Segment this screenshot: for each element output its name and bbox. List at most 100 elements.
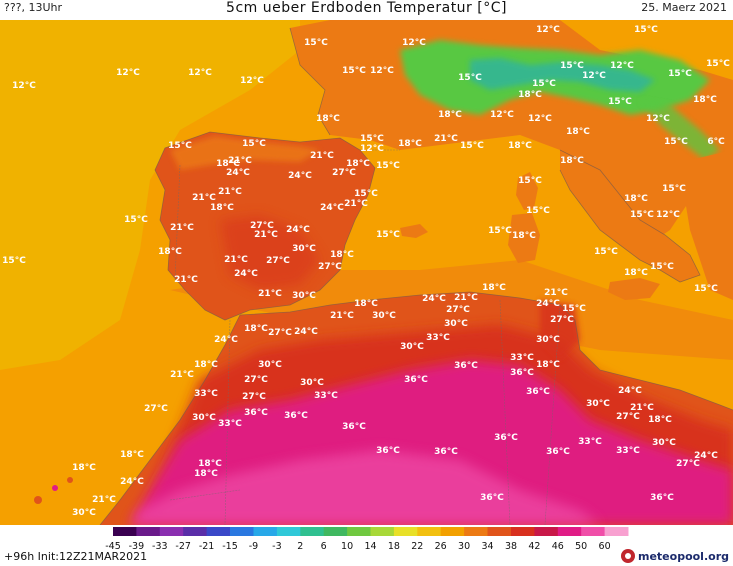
- temperature-label: 15°C: [526, 206, 550, 216]
- temperature-label: 30°C: [652, 438, 676, 448]
- legend-tick-label: -45: [105, 541, 121, 551]
- legend-swatch: [511, 527, 535, 536]
- legend-swatch: [136, 527, 161, 536]
- temperature-label: 15°C: [2, 256, 26, 266]
- temperature-label: 21°C: [344, 199, 368, 209]
- temperature-label: 27°C: [244, 375, 268, 385]
- temperature-label: 33°C: [578, 437, 602, 447]
- temperature-label: 18°C: [512, 231, 536, 241]
- temperature-label: 18°C: [438, 110, 462, 120]
- legend-swatch: [393, 527, 418, 536]
- temperature-label: 30°C: [372, 311, 396, 321]
- temperature-label: 18°C: [648, 415, 672, 425]
- legend-swatch: [487, 527, 512, 536]
- legend-swatch: [417, 527, 442, 536]
- temperature-label: 18°C: [198, 459, 222, 469]
- temperature-label: 21°C: [258, 289, 282, 299]
- temperature-label: 36°C: [650, 493, 674, 503]
- temperature-label: 30°C: [72, 508, 96, 518]
- temperature-label: 36°C: [404, 375, 428, 385]
- temperature-label: 27°C: [550, 315, 574, 325]
- legend-tick-label: 26: [435, 541, 447, 551]
- temperature-label: 36°C: [526, 387, 550, 397]
- canary-island-3: [67, 477, 73, 483]
- temperature-label: 24°C: [288, 171, 312, 181]
- temperature-label: 30°C: [444, 319, 468, 329]
- borders: [169, 149, 561, 525]
- temperature-label: 36°C: [284, 411, 308, 421]
- land-balkans: [685, 150, 733, 300]
- brand-link[interactable]: meteopool.org: [621, 549, 729, 563]
- atlantic-cool-zone: [0, 20, 300, 370]
- legend-tick-label: 34: [481, 541, 493, 551]
- temperature-label: 36°C: [480, 493, 504, 503]
- temperature-label: 18°C: [194, 360, 218, 370]
- land-sardinia: [508, 213, 540, 263]
- temperature-label: 30°C: [400, 342, 424, 352]
- temperature-label: 36°C: [510, 368, 534, 378]
- legend-tick-label: -27: [175, 541, 191, 551]
- color-legend: -45 -39 -33 -27 -21 -15 -9 -3 2 6 10 14 18 22 26 30 34 38…: [0, 525, 733, 566]
- temperature-label: 15°C: [562, 304, 586, 314]
- temperature-label: 18°C: [482, 283, 506, 293]
- temperature-label: 18°C: [354, 299, 378, 309]
- temperature-label: 24°C: [214, 335, 238, 345]
- land-sicily: [608, 278, 660, 300]
- legend-swatch: [183, 527, 208, 536]
- legend-swatch: [534, 527, 559, 536]
- legend-tick-label: 14: [364, 541, 376, 551]
- legend-swatch: [323, 527, 348, 536]
- meteopool-logo-icon: [621, 549, 635, 563]
- temperature-label: 12°C: [12, 81, 36, 91]
- temperature-label: 36°C: [494, 433, 518, 443]
- temperature-label: 18°C: [244, 324, 268, 334]
- temperature-label: 21°C: [174, 275, 198, 285]
- sahara-peak-zone: [130, 450, 600, 525]
- model-run-info: +96h Init:12Z21MAR2021: [4, 550, 148, 563]
- legend-tick-label: 42: [528, 541, 540, 551]
- forecast-time-label: ???, 13Uhr: [4, 1, 63, 14]
- temperature-label: 24°C: [294, 327, 318, 337]
- temperature-label: 15°C: [532, 79, 556, 89]
- temperature-label: 21°C: [192, 193, 216, 203]
- temperature-label: 21°C: [170, 370, 194, 380]
- temperature-label: 15°C: [242, 139, 266, 149]
- temperature-label: 18°C: [346, 159, 370, 169]
- land-balearic: [400, 224, 428, 238]
- temperature-label: 18°C: [210, 203, 234, 213]
- temperature-label: 36°C: [546, 447, 570, 457]
- legend-tick-label: 6: [321, 541, 327, 551]
- temperature-label: 21°C: [630, 403, 654, 413]
- legend-swatch: [159, 527, 184, 536]
- temperature-label: 33°C: [616, 446, 640, 456]
- temperature-label: 21°C: [92, 495, 116, 505]
- temperature-label: 15°C: [354, 189, 378, 199]
- temperature-label: 27°C: [332, 168, 356, 178]
- legend-tick-label: -3: [272, 541, 281, 551]
- apennines-green: [640, 100, 720, 160]
- temperature-label: 30°C: [292, 244, 316, 254]
- legend-tick-label: -15: [222, 541, 238, 551]
- temperature-label: 30°C: [586, 399, 610, 409]
- temperature-label: 36°C: [454, 361, 478, 371]
- brand-name: meteopool.org: [638, 549, 729, 563]
- temperature-label: 33°C: [510, 353, 534, 363]
- temperature-label: 18°C: [72, 463, 96, 473]
- legend-swatch: [253, 527, 278, 536]
- temperature-label: 27°C: [268, 328, 292, 338]
- temperature-label: 21°C: [434, 134, 458, 144]
- temperature-label: 15°C: [650, 262, 674, 272]
- temperature-label: 24°C: [694, 451, 718, 461]
- temperature-label: 12°C: [402, 38, 426, 48]
- temperature-label: 12°C: [490, 110, 514, 120]
- temperature-label: 21°C: [224, 255, 248, 265]
- temperature-label: 21°C: [454, 293, 478, 303]
- temperature-label: 21°C: [544, 288, 568, 298]
- temperature-map: 12°C12°C 12°C12°C15°C 12°C12°C 15°C15°C 12°C…: [0, 20, 733, 525]
- temperature-label: 33°C: [314, 391, 338, 401]
- temperature-label: 15°C: [488, 226, 512, 236]
- temperature-label: 33°C: [426, 333, 450, 343]
- temperature-label: 30°C: [292, 291, 316, 301]
- temperature-label: 15°C: [608, 97, 632, 107]
